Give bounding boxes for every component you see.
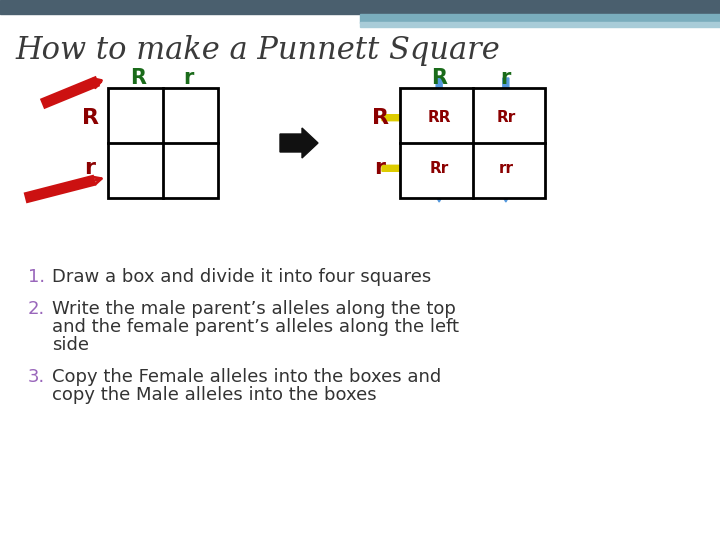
Text: 2.: 2. [28, 300, 45, 318]
FancyArrow shape [382, 113, 539, 123]
FancyArrow shape [382, 163, 539, 173]
FancyArrow shape [434, 78, 444, 202]
Text: RR: RR [428, 110, 451, 125]
Text: R: R [372, 107, 389, 127]
Text: r: r [183, 68, 194, 88]
Text: side: side [52, 336, 89, 354]
Text: Rr: Rr [496, 110, 516, 125]
Bar [108, 88, 218, 198]
Text: 1.: 1. [28, 268, 45, 286]
FancyArrow shape [280, 128, 318, 158]
Bar [0, 0, 720, 14]
Text: R: R [81, 107, 99, 127]
Text: copy the Male alleles into the boxes: copy the Male alleles into the boxes [52, 386, 377, 404]
Bar [360, 22, 720, 27]
Text: r: r [500, 68, 511, 88]
Text: Copy the Female alleles into the boxes and: Copy the Female alleles into the boxes a… [52, 368, 441, 386]
Text: r: r [84, 158, 96, 178]
Text: R: R [431, 68, 447, 88]
Text: Draw a box and divide it into four squares: Draw a box and divide it into four squar… [52, 268, 431, 286]
Text: r: r [374, 158, 385, 178]
Bar [360, 14, 720, 23]
Text: 3.: 3. [28, 368, 45, 386]
Text: rr: rr [498, 161, 513, 176]
FancyArrow shape [501, 78, 511, 202]
Bar [400, 88, 545, 198]
Text: and the female parent’s alleles along the left: and the female parent’s alleles along th… [52, 318, 459, 336]
Text: How to make a Punnett Square: How to make a Punnett Square [15, 35, 500, 65]
Text: Rr: Rr [430, 161, 449, 176]
Text: Write the male parent’s alleles along the top: Write the male parent’s alleles along th… [52, 300, 456, 318]
Text: R: R [130, 68, 145, 88]
